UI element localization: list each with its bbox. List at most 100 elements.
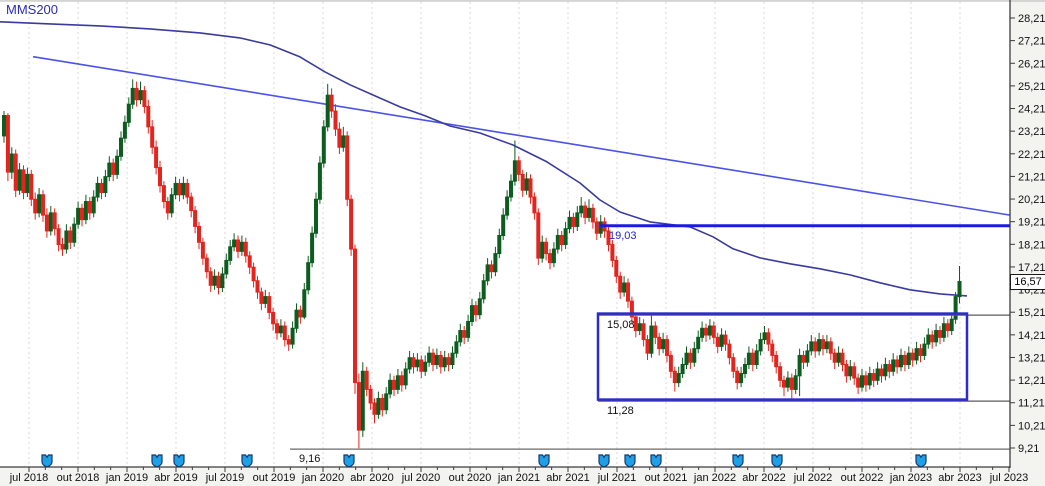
shield-icon[interactable] [241, 454, 253, 468]
candle-body [832, 352, 837, 363]
candle-body [665, 339, 669, 356]
candle-body [325, 94, 330, 128]
candle-body [228, 246, 233, 261]
candle-body [856, 377, 861, 388]
candle-body [723, 334, 728, 345]
candle-body [83, 201, 88, 221]
candle-body [735, 370, 740, 384]
candle-body [197, 225, 201, 243]
x-axis-label: abr 2022 [742, 472, 785, 484]
candle-body [126, 103, 131, 123]
candle-body [80, 207, 84, 221]
candle-body [239, 241, 244, 252]
x-axis-label: out 2020 [449, 472, 492, 484]
candle-body [403, 368, 408, 386]
x-axis-label: jan 2023 [889, 472, 932, 484]
candle-body [653, 325, 658, 338]
candle-body [657, 336, 662, 350]
candle-body [271, 311, 276, 325]
candle-body [848, 366, 853, 377]
consolidation-box[interactable] [596, 312, 969, 401]
candle-body [801, 354, 806, 363]
candle-body [360, 370, 365, 431]
shield-icon[interactable] [343, 454, 355, 468]
candle-body [750, 352, 755, 365]
candle-body [614, 259, 619, 277]
candle-body [72, 223, 77, 243]
candle-body [341, 135, 346, 148]
candle-body [785, 377, 790, 388]
y-axis-label: 20,21 [1018, 194, 1045, 206]
candle-body [122, 121, 127, 139]
shield-icon[interactable] [771, 454, 783, 468]
level-price-label: 19,03 [609, 230, 637, 242]
shield-icon[interactable] [915, 454, 927, 468]
candle-body [317, 162, 322, 200]
candle-body [766, 332, 771, 345]
candle-body [532, 196, 537, 214]
y-axis-label: 14,21 [1018, 330, 1045, 342]
x-axis-label: jan 2021 [497, 472, 540, 484]
candle-body [52, 212, 57, 230]
shield-icon[interactable] [151, 454, 163, 468]
candle-body [622, 282, 627, 293]
shield-icon[interactable] [624, 454, 636, 468]
candle-body [376, 397, 381, 415]
candle-body [797, 354, 802, 377]
y-axis-label: 23,21 [1018, 126, 1045, 138]
candle-body [399, 375, 404, 386]
candle-body [263, 296, 268, 304]
candle-body [813, 341, 818, 352]
x-axis-label: jul 2018 [9, 472, 49, 484]
candle-body [672, 370, 677, 384]
descending-trendline[interactable] [32, 55, 1011, 216]
candle-body [107, 162, 112, 178]
y-axis-label: 21,21 [1018, 171, 1045, 183]
candle-body [555, 234, 560, 250]
candle-body [918, 348, 923, 356]
candle-body [489, 264, 494, 273]
y-axis-label: 17,21 [1018, 262, 1045, 274]
candle-body [9, 153, 14, 173]
candle-body [193, 210, 198, 227]
level-price-label: 9,16 [299, 453, 320, 465]
candle-body [949, 318, 954, 332]
candle-body [91, 196, 96, 214]
shield-icon[interactable] [538, 454, 550, 468]
candle-body [594, 221, 599, 234]
candle-body [450, 352, 455, 365]
candle-body [438, 354, 443, 368]
candle-body [310, 232, 315, 264]
shield-icon[interactable] [732, 454, 744, 468]
shield-icon[interactable] [173, 454, 185, 468]
y-axis-label: 15,21 [1018, 307, 1045, 319]
mms200-line[interactable] [0, 21, 968, 297]
candle-body [668, 354, 673, 372]
candle-body [95, 182, 100, 198]
candle-body [661, 339, 666, 350]
x-axis-label: jul 2019 [205, 472, 245, 484]
candle-body [497, 234, 502, 255]
candle-body [395, 375, 400, 390]
shield-icon[interactable] [41, 454, 53, 468]
candle-body [349, 198, 354, 250]
candle-body [743, 363, 747, 375]
x-axis-label: jul 2022 [793, 472, 833, 484]
candle-body [446, 357, 451, 365]
candle-body [333, 110, 338, 130]
candle-body [181, 182, 186, 196]
candle-body [466, 320, 471, 338]
candle-body [251, 266, 256, 282]
candle-body [754, 350, 759, 365]
candle-body [645, 339, 650, 354]
candle-body [809, 341, 814, 352]
shield-icon[interactable] [598, 454, 610, 468]
candle-body [290, 327, 295, 345]
candle-body [953, 296, 958, 320]
x-axis-label: out 2021 [645, 472, 688, 484]
candle-body [626, 282, 630, 302]
last-price-badge: 16,57 [1010, 274, 1045, 290]
shield-icon[interactable] [650, 454, 662, 468]
candle-body [411, 357, 416, 368]
